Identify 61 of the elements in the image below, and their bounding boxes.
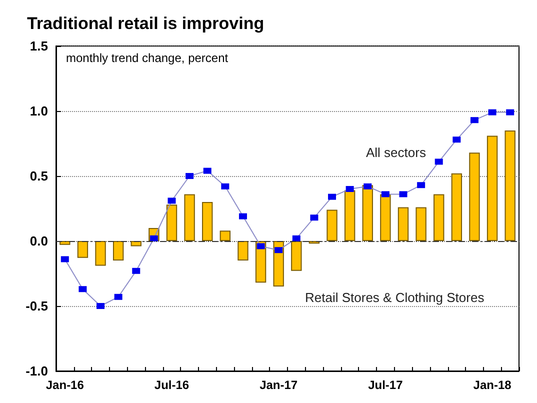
point bbox=[78, 286, 87, 292]
point bbox=[399, 191, 408, 198]
point bbox=[434, 158, 443, 165]
series-label: Retail Stores & Clothing Stores bbox=[305, 290, 485, 305]
bar bbox=[486, 136, 498, 241]
x-tick-label: Jan-16 bbox=[46, 378, 84, 392]
point bbox=[310, 214, 318, 221]
bar bbox=[220, 230, 231, 241]
point bbox=[452, 136, 461, 143]
bar bbox=[362, 185, 373, 241]
point bbox=[274, 247, 283, 254]
x-tick-label: Jul-16 bbox=[154, 378, 190, 392]
bar bbox=[166, 204, 178, 241]
x-tick-label: Jul-17 bbox=[368, 378, 404, 392]
bar bbox=[416, 207, 426, 241]
bar bbox=[398, 207, 409, 241]
point bbox=[346, 186, 354, 192]
bar bbox=[469, 152, 480, 241]
bar bbox=[504, 130, 516, 241]
point bbox=[60, 256, 69, 262]
bar bbox=[77, 241, 88, 258]
bar bbox=[344, 190, 356, 241]
point bbox=[328, 194, 336, 200]
point bbox=[238, 213, 247, 220]
point bbox=[203, 168, 212, 174]
annotation: monthly trend change, percent bbox=[66, 51, 229, 65]
y-tick-label: 0.5 bbox=[30, 168, 48, 184]
bar bbox=[238, 241, 248, 260]
point bbox=[256, 243, 265, 250]
point bbox=[364, 183, 372, 190]
bar bbox=[95, 241, 106, 266]
point bbox=[470, 117, 478, 124]
x-tick-label: Jan-18 bbox=[473, 378, 512, 392]
point bbox=[96, 303, 105, 309]
point bbox=[292, 235, 300, 242]
point bbox=[221, 183, 230, 190]
series-label: All sectors bbox=[366, 145, 426, 160]
point bbox=[417, 182, 426, 188]
y-tick-label: -1.0 bbox=[26, 364, 48, 378]
bar bbox=[202, 202, 213, 241]
bar bbox=[451, 173, 462, 241]
point bbox=[168, 198, 176, 204]
y-tick-label: 0.0 bbox=[30, 234, 48, 248]
y-tick-label: 1.5 bbox=[30, 38, 48, 54]
x-tick-label: Jan-17 bbox=[260, 378, 298, 392]
bar bbox=[112, 241, 124, 260]
point bbox=[132, 268, 140, 274]
bar bbox=[434, 194, 444, 241]
y-tick-label: -0.5 bbox=[26, 298, 48, 314]
point bbox=[506, 109, 514, 116]
chart-title: Traditional retail is improving bbox=[27, 14, 264, 33]
point bbox=[186, 173, 194, 179]
bar bbox=[291, 241, 302, 271]
bar bbox=[326, 210, 338, 241]
point bbox=[381, 191, 390, 198]
point bbox=[488, 109, 496, 116]
bar bbox=[60, 241, 70, 245]
bar bbox=[380, 194, 391, 241]
bar bbox=[184, 194, 195, 241]
y-tick-label: 1.0 bbox=[30, 104, 48, 118]
point bbox=[114, 294, 122, 300]
